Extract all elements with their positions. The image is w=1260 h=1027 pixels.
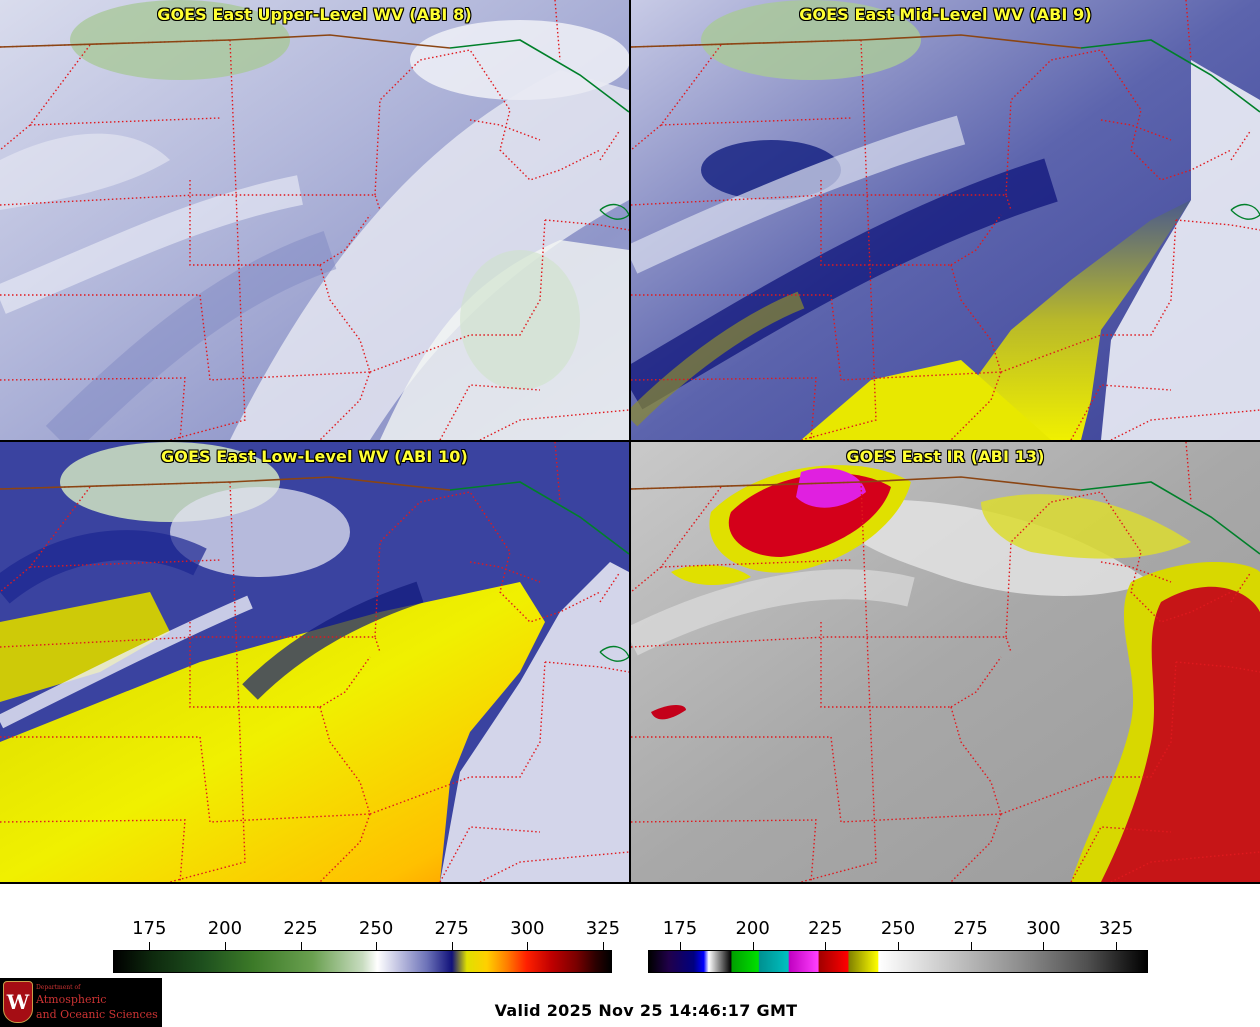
colorbar-ir-tick-label: 300	[1026, 918, 1061, 939]
panel-frame-bottom	[0, 882, 1260, 884]
uw-seal-icon: W	[3, 981, 33, 1023]
colorbar-ir-tick-label: 225	[808, 918, 843, 939]
colorbar-ir-tick-mark	[752, 942, 754, 950]
panel-low-level-wv: GOES East Low-Level WV (ABI 10)	[0, 442, 629, 882]
logo-line1: Atmospheric	[36, 993, 107, 1006]
colorbar-wv-tick-mark	[300, 942, 302, 950]
colorbar-wv-tick-mark	[527, 942, 529, 950]
colorbar-wv-tick-label: 225	[283, 918, 318, 939]
colorbar-ir-gradient	[648, 950, 1148, 973]
logo-dept-text: Department of	[36, 984, 81, 991]
colorbar-ir-tick-mark	[1116, 942, 1118, 950]
logo-line2: and Oceanic Sciences	[36, 1008, 158, 1021]
colorbar-ir-tick-label: 275	[953, 918, 988, 939]
valid-time: Valid 2025 Nov 25 14:46:17 GMT	[494, 1001, 798, 1020]
upper-level-wv-imagery	[0, 0, 629, 440]
colorbar-ir-tick-label: 200	[735, 918, 770, 939]
panel-ir: GOES East IR (ABI 13)	[631, 442, 1260, 882]
colorbar-ir-tick-label: 325	[1098, 918, 1134, 939]
colorbar-ir-tick-mark	[970, 942, 972, 950]
ir-imagery	[631, 442, 1260, 882]
panel-upper-level-wv: GOES East Upper-Level WV (ABI 8)	[0, 0, 629, 440]
colorbar-ir: 175 200 225 250 275 300 325	[648, 918, 1148, 973]
colorbar-wv-gradient	[113, 950, 612, 973]
colorbar-wv-tick-label: 175	[132, 918, 167, 939]
colorbar-wv-tick-mark	[376, 942, 378, 950]
colorbar-wv-tick-label: 200	[207, 918, 243, 939]
colorbar-wv-tick-label: 300	[510, 918, 545, 939]
colorbar-ir-tick-mark	[898, 942, 899, 950]
colorbar-wv-tick-mark	[451, 942, 453, 950]
panel-title: GOES East IR (ABI 13)	[846, 447, 1045, 466]
colorbar-ir-tick-mark	[679, 942, 681, 950]
colorbar-wv: 175 200 225 250 275 300 325	[113, 918, 620, 973]
panel-title: GOES East Upper-Level WV (ABI 8)	[157, 5, 472, 24]
colorbar-wv-tick-mark	[224, 942, 226, 950]
colorbar-ir-tick-mark	[1043, 942, 1045, 950]
aos-logo: W Department of Atmospheric and Oceanic …	[0, 978, 162, 1027]
panel-mid-level-wv: GOES East Mid-Level WV (ABI 9)	[631, 0, 1260, 440]
low-level-wv-imagery	[0, 442, 629, 882]
colorbar-wv-tick-label: 275	[434, 918, 469, 939]
mid-level-wv-imagery	[631, 0, 1260, 440]
colorbar-ir-tick-label: 250	[880, 918, 916, 939]
colorbar-wv-tick-label: 325	[585, 918, 621, 939]
colorbar-wv-tick-mark	[149, 942, 151, 950]
panel-title: GOES East Low-Level WV (ABI 10)	[161, 447, 468, 466]
panel-title: GOES East Mid-Level WV (ABI 9)	[799, 5, 1092, 24]
panel-divider-vertical	[629, 0, 631, 884]
colorbar-ir-tick-mark	[825, 942, 827, 950]
panel-divider-horizontal	[0, 440, 1260, 442]
colorbar-ir-tick-label: 175	[662, 918, 698, 939]
colorbar-wv-tick-mark	[602, 942, 604, 950]
colorbar-wv-tick-label: 250	[358, 918, 394, 939]
